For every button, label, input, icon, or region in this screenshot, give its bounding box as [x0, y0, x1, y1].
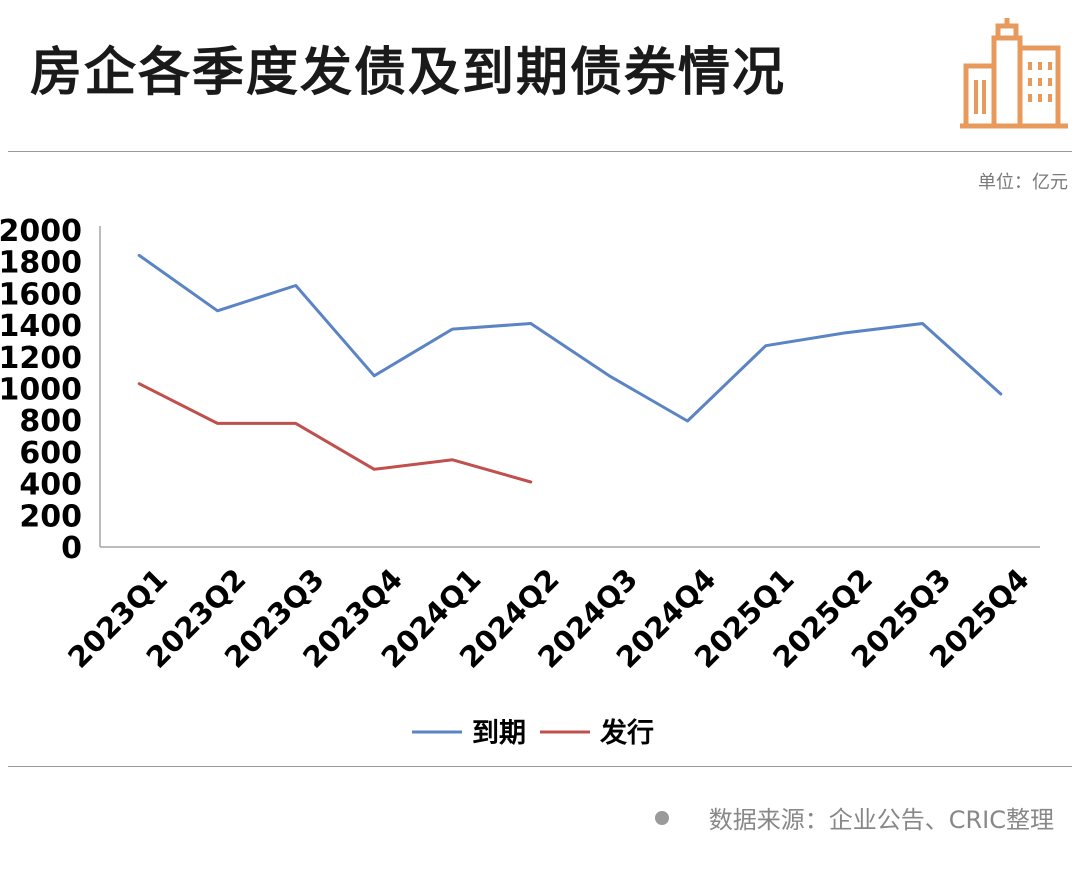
y-tick-label: 600 [19, 436, 82, 471]
y-tick-label: 2000 [0, 214, 82, 249]
y-tick-label: 200 [19, 499, 82, 534]
bullet-icon [654, 810, 669, 825]
building-logo-icon [960, 18, 1068, 129]
y-tick-label: 1000 [0, 373, 82, 408]
line-chart: 0200400600800100012001400160018002000202… [0, 214, 1040, 749]
y-tick-label: 1600 [0, 277, 82, 312]
y-tick-label: 1200 [0, 341, 82, 376]
source-note: 数据来源：企业公告、CRIC整理 [654, 800, 1054, 835]
legend-label-1: 发行 [599, 717, 654, 749]
legend-label-0: 到期 [472, 718, 526, 749]
unit-label: 单位：亿元 [978, 172, 1068, 193]
series-line-0 [137, 253, 1003, 423]
y-tick-label: 1800 [0, 246, 82, 281]
y-tick-label: 0 [61, 531, 82, 566]
y-tick-label: 800 [19, 404, 82, 439]
y-tick-label: 400 [19, 468, 82, 503]
source-text: 数据来源：企业公告、CRIC整理 [708, 806, 1054, 834]
footer-divider [8, 766, 1072, 767]
page-title: 房企各季度发债及到期债券情况 [30, 43, 787, 103]
header-divider [8, 151, 1072, 152]
y-tick-label: 1400 [0, 309, 82, 344]
series-line-1 [137, 382, 533, 484]
